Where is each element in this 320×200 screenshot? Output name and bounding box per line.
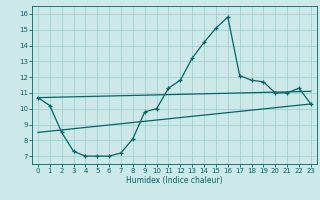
X-axis label: Humidex (Indice chaleur): Humidex (Indice chaleur) (126, 176, 223, 185)
